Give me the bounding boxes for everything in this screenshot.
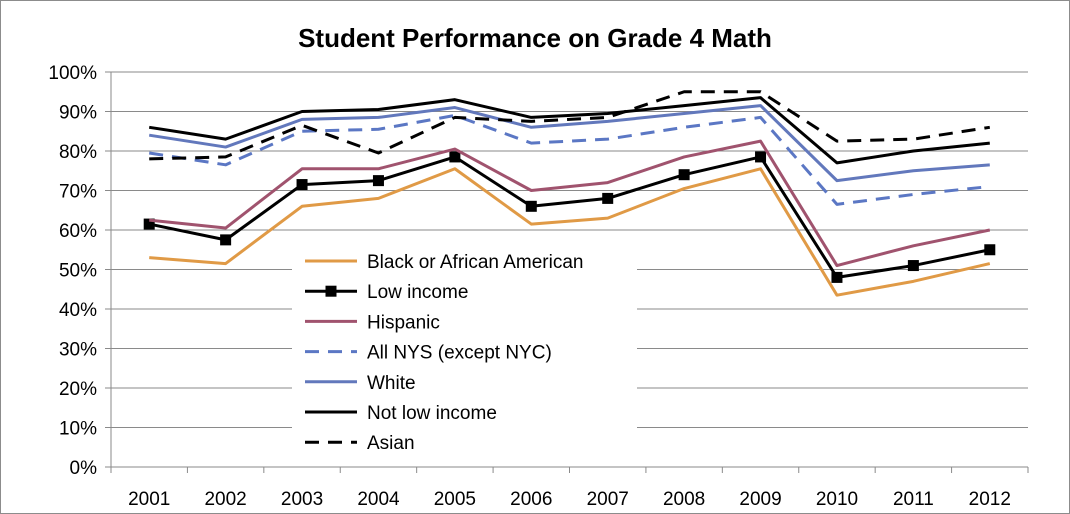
y-tick-label: 30% — [59, 340, 97, 361]
series-line — [148, 104, 990, 183]
series-white — [148, 104, 990, 183]
legend-marker — [325, 285, 337, 297]
series-line — [148, 155, 991, 279]
legend-item: Asian — [305, 433, 415, 454]
y-tick-label: 50% — [59, 261, 97, 282]
series-asian — [149, 90, 991, 161]
data-point — [220, 234, 232, 246]
y-tick-label: 0% — [70, 458, 98, 479]
x-axis-tick-labels: 2001 2002 2003 2004 2005 2006 2007 2008 2009 2010… — [110, 467, 1029, 510]
series-hispanic — [149, 139, 991, 268]
legend-label: Low income — [367, 282, 468, 303]
x-tick-label: 2004 — [357, 489, 400, 510]
y-tick-label: 100% — [48, 63, 97, 84]
data-point — [296, 179, 308, 191]
legend-label: Not low income — [367, 403, 497, 424]
legend-item: White — [305, 373, 416, 394]
series-low-income — [143, 151, 996, 283]
y-tick-label: 60% — [59, 221, 97, 242]
legend-background — [292, 243, 637, 457]
legend-item: Black or African American — [305, 252, 583, 273]
series-line — [149, 139, 991, 268]
series-all-nys-except-nyc — [148, 113, 990, 206]
series-lines — [143, 90, 996, 297]
series-line — [148, 113, 990, 206]
data-point — [755, 151, 767, 163]
series-line — [149, 90, 991, 161]
data-point — [984, 244, 996, 256]
x-tick-label: 2002 — [204, 489, 246, 510]
y-tick-label: 70% — [59, 182, 97, 203]
x-tick-label: 2003 — [281, 489, 323, 510]
legend-label: Black or African American — [367, 252, 583, 273]
series-black-or-african-american — [149, 167, 991, 297]
data-point — [602, 192, 614, 204]
legend-label: White — [367, 373, 416, 394]
x-tick-label: 2012 — [969, 489, 1011, 510]
data-point — [449, 151, 461, 163]
data-point — [525, 200, 537, 212]
x-tick-label: 2005 — [434, 489, 476, 510]
y-tick-label: 40% — [59, 300, 97, 321]
series-line — [149, 167, 991, 297]
x-tick-label: 2007 — [587, 489, 629, 510]
legend-item: Low income — [305, 282, 468, 303]
legend-item: Hispanic — [305, 312, 440, 333]
legend-label: All NYS (except NYC) — [367, 343, 552, 364]
y-axis-tick-labels: 0% 10% 20% 30% 40% 50% 60% 70% 80% 90% 100% — [48, 63, 111, 479]
y-tick-label: 20% — [59, 379, 97, 400]
x-tick-label: 2001 — [128, 489, 170, 510]
data-point — [907, 260, 919, 272]
x-tick-label: 2011 — [893, 489, 934, 510]
chart-title: Student Performance on Grade 4 Math — [298, 23, 772, 53]
data-point — [678, 169, 690, 181]
data-point — [831, 271, 843, 283]
x-tick-label: 2008 — [663, 489, 705, 510]
legend-item: All NYS (except NYC) — [305, 343, 552, 364]
series-not-low-income — [148, 96, 990, 165]
data-point — [143, 218, 155, 230]
data-point — [372, 175, 384, 187]
x-tick-label: 2010 — [816, 489, 858, 510]
y-tick-label: 90% — [59, 103, 97, 124]
legend: Black or African American Low income Hispa… — [292, 243, 637, 457]
x-tick-label: 2006 — [510, 489, 552, 510]
gridlines — [111, 71, 1028, 428]
y-tick-label: 80% — [59, 142, 97, 163]
series-line — [148, 96, 990, 165]
x-tick-label: 2009 — [739, 489, 781, 510]
axes — [110, 72, 1028, 468]
y-tick-label: 10% — [59, 419, 97, 440]
legend-item: Not low income — [305, 403, 497, 424]
legend-label: Hispanic — [367, 312, 440, 333]
legend-label: Asian — [367, 433, 415, 454]
